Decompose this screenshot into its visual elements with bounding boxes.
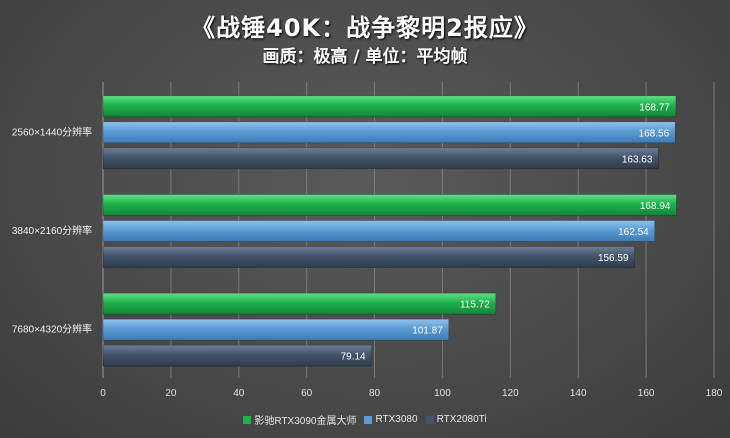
x-tick-label: 40: [233, 388, 245, 399]
data-label: 101.87: [412, 326, 443, 337]
legend-item-0: 影驰RTX3090金属大师: [243, 412, 356, 427]
x-tick-label: 180: [706, 388, 723, 399]
bar: [102, 318, 450, 341]
bar: [102, 220, 656, 242]
x-tick-label: 80: [369, 388, 381, 399]
legend-label-1: RTX3080: [375, 414, 418, 425]
data-label: 79.14: [341, 352, 366, 363]
legend: 影驰RTX3090金属大师 RTX3080 RTX2080Ti: [0, 412, 730, 427]
bar: [102, 147, 659, 170]
category-label: 3840×2160分辨率: [12, 224, 92, 237]
bar: [102, 246, 635, 268]
bars: [102, 95, 677, 367]
data-label: 168.56: [639, 128, 670, 139]
data-label: 163.63: [622, 154, 653, 165]
x-tick-label: 0: [100, 388, 106, 399]
category-label: 2560×1440分辨率: [12, 125, 92, 138]
category-label: 7680×4320分辨率: [12, 323, 92, 336]
x-tick-label: 120: [502, 388, 519, 399]
data-label: 115.72: [460, 300, 490, 311]
bar: [102, 121, 676, 144]
data-label: 168.77: [639, 102, 670, 113]
legend-label-0: 影驰RTX3090金属大师: [254, 416, 357, 427]
data-label: 162.54: [618, 227, 649, 238]
x-tick-label: 160: [638, 388, 655, 399]
x-tick-label: 140: [570, 388, 587, 399]
x-tick-label: 100: [434, 388, 451, 399]
legend-swatch-1: [364, 415, 373, 424]
data-label: 168.94: [640, 201, 671, 212]
chart-subtitle: 画质：极高 / 单位：平均帧: [262, 47, 468, 67]
bar: [102, 194, 677, 216]
legend-item-1: RTX3080: [364, 412, 418, 427]
data-label: 156.59: [598, 253, 629, 264]
bar: [102, 344, 372, 367]
legend-swatch-0: [243, 415, 252, 424]
legend-swatch-2: [425, 415, 434, 424]
bar: [102, 95, 677, 118]
chart-title: 《战锤40K：战争黎明2报应》: [191, 14, 539, 42]
x-tick-label: 20: [165, 388, 177, 399]
legend-label-2: RTX2080Ti: [436, 414, 487, 425]
x-tick-label: 60: [301, 388, 313, 399]
legend-item-2: RTX2080Ti: [425, 412, 487, 427]
labels: 0 20 40 60 80 100 120 140 160 180 2560×1440分辨率 168.…: [12, 102, 723, 399]
bar: [102, 292, 497, 315]
